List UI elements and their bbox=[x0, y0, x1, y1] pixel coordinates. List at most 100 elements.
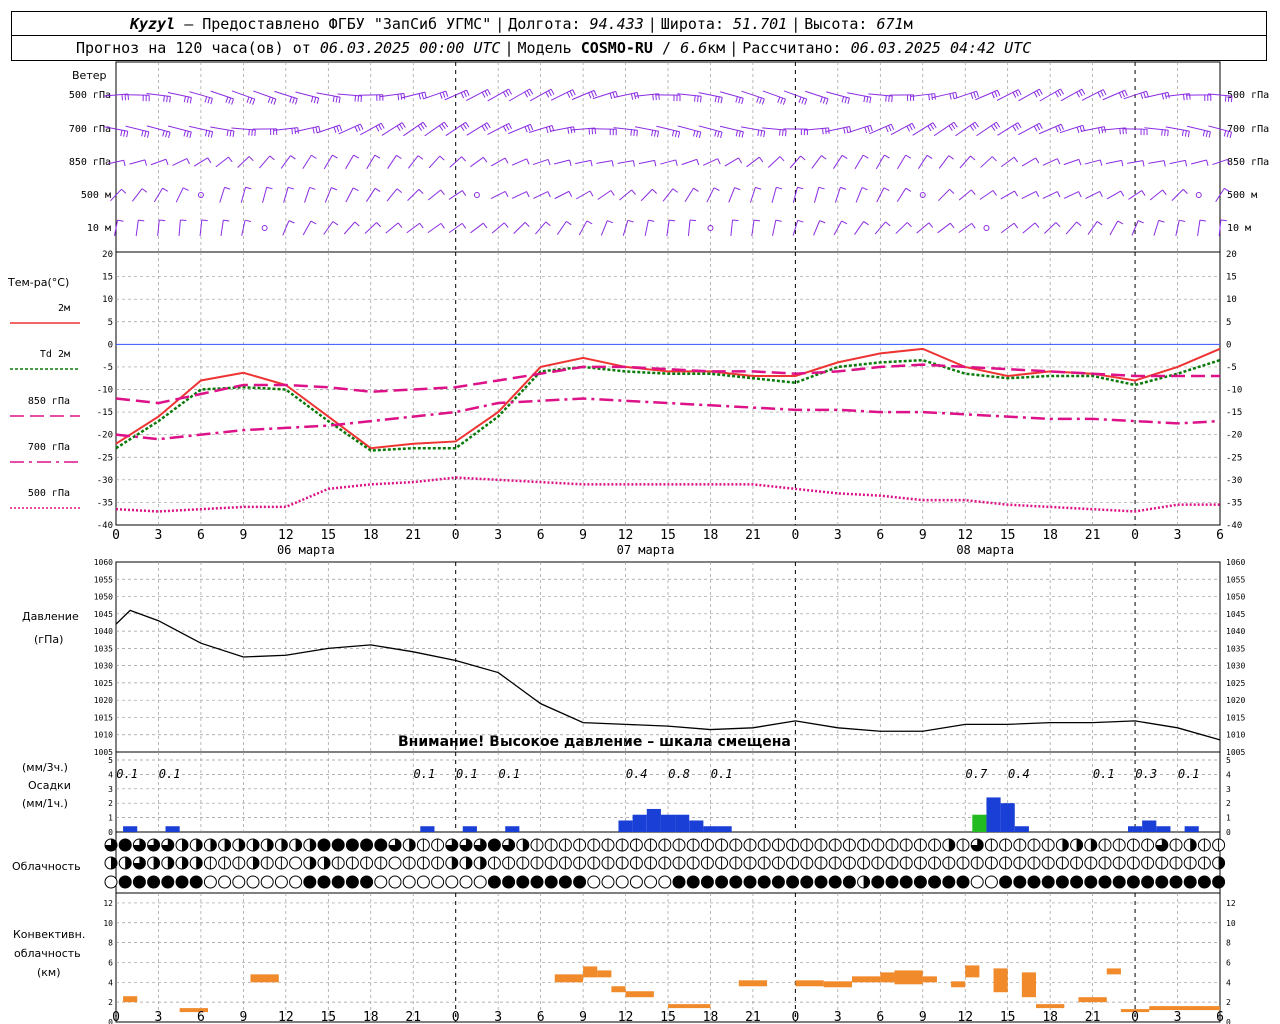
wind-barb-feather bbox=[1078, 191, 1082, 198]
wind-barb-feather bbox=[1099, 191, 1103, 198]
temp-ytick-left: 10 bbox=[102, 295, 113, 305]
bottom-x-tick-label: 0 bbox=[112, 1010, 120, 1024]
legend-label: 850 гПа bbox=[28, 396, 70, 407]
pressure-ytick-right: 1045 bbox=[1226, 610, 1245, 619]
wind-barb bbox=[406, 222, 420, 234]
wind-barb-feather bbox=[755, 186, 762, 190]
wind-barb-feather bbox=[991, 125, 996, 131]
wind-barb bbox=[895, 222, 908, 234]
wind-barb-feather bbox=[654, 130, 657, 137]
wind-barb-feather bbox=[201, 219, 208, 222]
wind-barb-feather bbox=[566, 92, 571, 98]
cloud-symbol bbox=[1098, 875, 1112, 889]
wind-barb-feather bbox=[159, 219, 166, 222]
precip-ytick-left: 4 bbox=[108, 770, 113, 779]
wind-barb bbox=[490, 157, 506, 167]
wind-barb-feather bbox=[863, 96, 866, 103]
wind-barb-feather bbox=[310, 96, 314, 103]
cloud-symbol bbox=[828, 875, 842, 889]
wind-barb-feather bbox=[375, 125, 380, 132]
station-name: Kyzyl bbox=[130, 15, 176, 33]
wind-barb-feather bbox=[1102, 89, 1107, 96]
wind-barb bbox=[1123, 90, 1147, 100]
wind-barb-feather bbox=[1140, 92, 1144, 99]
wind-barb-feather bbox=[994, 91, 998, 98]
wind-level-label-left: 500 гПа bbox=[69, 90, 111, 101]
wind-barb-feather bbox=[292, 97, 295, 104]
wind-barb-feather bbox=[1038, 88, 1043, 95]
cloud-symbol bbox=[629, 875, 643, 889]
wind-barb-feather bbox=[121, 94, 123, 101]
wind-barb-feather bbox=[204, 130, 208, 137]
cloud-symbol-part bbox=[948, 839, 955, 851]
wind-barb-feather bbox=[246, 96, 250, 103]
cloud-symbol bbox=[899, 875, 913, 889]
wind-barb-feather bbox=[443, 121, 449, 128]
wind-barb-feather bbox=[146, 131, 150, 138]
bottom-x-tick-label: 18 bbox=[703, 1010, 719, 1024]
wind-barb bbox=[553, 159, 570, 165]
wind-barb bbox=[366, 154, 376, 170]
wind-barb-feather bbox=[252, 98, 256, 105]
wind-barb bbox=[533, 191, 549, 199]
wind-barb bbox=[295, 91, 319, 99]
wind-barb-feather bbox=[633, 129, 635, 137]
wind-barb-feather bbox=[439, 155, 445, 161]
cloud-symbol-part bbox=[133, 839, 146, 852]
cloud-symbol bbox=[374, 875, 388, 889]
wind-barb-feather bbox=[651, 130, 654, 137]
wind-barb-feather bbox=[732, 219, 739, 222]
wind-barb bbox=[131, 188, 143, 202]
wind-barb-feather bbox=[1220, 219, 1227, 222]
wind-barb-feather bbox=[545, 221, 551, 227]
convective-bar bbox=[1021, 972, 1036, 998]
cloud-symbol-part bbox=[1155, 839, 1168, 852]
pressure-ytick-right: 1040 bbox=[1226, 627, 1245, 636]
wind-barb bbox=[767, 156, 781, 168]
cloud-symbol bbox=[729, 875, 743, 889]
pressure-ytick-left: 1030 bbox=[94, 662, 113, 671]
wind-barb bbox=[240, 187, 247, 203]
bottom-x-tick-label: 18 bbox=[1042, 1010, 1058, 1024]
wind-barb bbox=[1087, 221, 1098, 235]
wind-barb-feather bbox=[1202, 130, 1206, 137]
wind-barb bbox=[231, 90, 255, 100]
cloud-symbol bbox=[715, 875, 729, 889]
wind-barb bbox=[466, 122, 488, 136]
cloud-symbol bbox=[1013, 875, 1027, 889]
cloud-symbol bbox=[871, 875, 885, 889]
cloud-symbol bbox=[1070, 875, 1084, 889]
wind-barb-feather bbox=[1208, 131, 1211, 138]
wind-barb bbox=[157, 219, 160, 237]
wind-barb-feather bbox=[332, 95, 335, 103]
wind-barb bbox=[1106, 190, 1122, 200]
precip-bar bbox=[1184, 826, 1199, 832]
convective-bar bbox=[951, 981, 966, 988]
cloud-symbol bbox=[743, 875, 757, 889]
wind-barb-feather bbox=[338, 96, 341, 104]
wind-barb-feather bbox=[780, 97, 784, 104]
wind-barb-feather bbox=[290, 155, 296, 160]
wind-calm-mark bbox=[983, 225, 990, 231]
cloud-symbol-part bbox=[389, 839, 401, 851]
wind-barb-feather bbox=[524, 222, 530, 228]
wind-barb-feather bbox=[162, 130, 165, 137]
wind-barb-feather bbox=[254, 129, 256, 137]
wind-barb bbox=[343, 221, 356, 235]
wind-barb-feather bbox=[1143, 91, 1146, 99]
resolution-unit: км bbox=[707, 39, 726, 57]
wind-barb-feather bbox=[440, 223, 445, 229]
wind-barb-feather bbox=[396, 188, 403, 193]
precip-ytick-right: 0 bbox=[1226, 828, 1231, 837]
wind-barb bbox=[958, 189, 972, 201]
x-tick-label: 3 bbox=[494, 528, 502, 543]
cloud-symbol bbox=[700, 875, 714, 889]
cloud-symbol bbox=[360, 875, 374, 889]
wind-barb bbox=[1165, 93, 1190, 97]
cloud-symbol bbox=[970, 875, 984, 889]
wind-barb-feather bbox=[883, 187, 890, 191]
wind-barb-feather bbox=[1060, 88, 1064, 95]
precip-ytick-right: 5 bbox=[1226, 756, 1231, 765]
wind-barb-feather bbox=[141, 188, 148, 193]
